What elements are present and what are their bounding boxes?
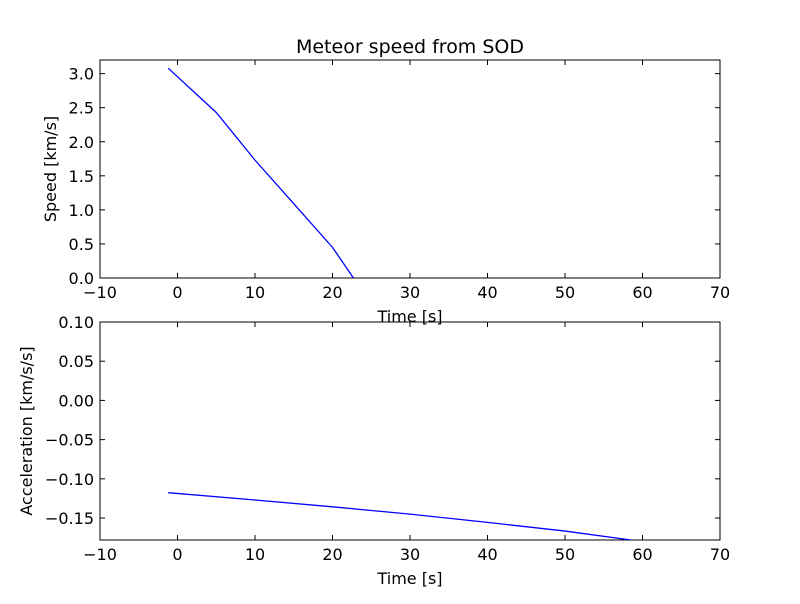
- accel-y-tick-label: 0.00: [58, 391, 94, 410]
- speed-x-tick-label: 0: [172, 283, 182, 302]
- accel-x-tick-label: 60: [632, 545, 652, 564]
- accel-y-tick-label: −0.05: [45, 431, 94, 450]
- accel-y-tick-label: −0.15: [45, 509, 94, 528]
- speed-x-tick-label: 60: [632, 283, 652, 302]
- accel-y-tick-label: −0.10: [45, 470, 94, 489]
- accel-x-tick-label: 10: [245, 545, 265, 564]
- speed-x-axis-label: Time [s]: [376, 307, 442, 326]
- accel-x-tick-label: 70: [710, 545, 730, 564]
- speed-plot-frame: [99, 59, 721, 279]
- speed-chart-title: Meteor speed from SOD: [296, 36, 524, 58]
- speed-x-tick-label: −10: [83, 283, 117, 302]
- accel-y-axis-label: Acceleration [km/s/s]: [17, 346, 36, 515]
- speed-x-tick-label: 70: [710, 283, 730, 302]
- speed-y-tick-label: 1.0: [69, 201, 94, 220]
- accel-x-axis-label: Time [s]: [376, 569, 442, 588]
- accel-series-line: [168, 492, 631, 540]
- speed-x-tick-label: 10: [245, 283, 265, 302]
- speed-y-tick-label: 0.0: [69, 269, 94, 288]
- speed-y-tick-label: 0.5: [69, 235, 94, 254]
- acceleration-chart-panel: −10 0 10 20 30 40 50 60 70 −0.15 −0.10 −0.05 0.00 0.0…: [17, 313, 730, 588]
- speed-x-tick-label: 30: [400, 283, 420, 302]
- speed-y-tick-label: 1.5: [69, 167, 94, 186]
- accel-x-tick-label: 20: [322, 545, 342, 564]
- accel-plot-frame: [99, 321, 721, 541]
- speed-y-axis-label: Speed [km/s]: [41, 116, 60, 222]
- speed-series-line: [167, 67, 354, 278]
- accel-x-tick-label: 30: [400, 545, 420, 564]
- accel-y-tick-label: 0.10: [58, 313, 94, 332]
- speed-y-tick-label: 2.5: [69, 99, 94, 118]
- accel-x-tick-label: 40: [477, 545, 497, 564]
- speed-y-tick-label: 3.0: [69, 65, 94, 84]
- accel-x-tick-label: −10: [83, 545, 117, 564]
- accel-x-tick-label: 0: [172, 545, 182, 564]
- speed-chart-panel: −10 0 10 20 30 40 50 60 70 0.0 0.5 1.0 1.5 2.0 2.5 3.0 T…: [41, 36, 730, 326]
- accel-x-tick-label: 50: [555, 545, 575, 564]
- speed-y-tick-label: 2.0: [69, 133, 94, 152]
- accel-y-tick-label: 0.05: [58, 352, 94, 371]
- speed-x-tick-label: 20: [322, 283, 342, 302]
- speed-x-tick-label: 40: [477, 283, 497, 302]
- speed-x-tick-label: 50: [555, 283, 575, 302]
